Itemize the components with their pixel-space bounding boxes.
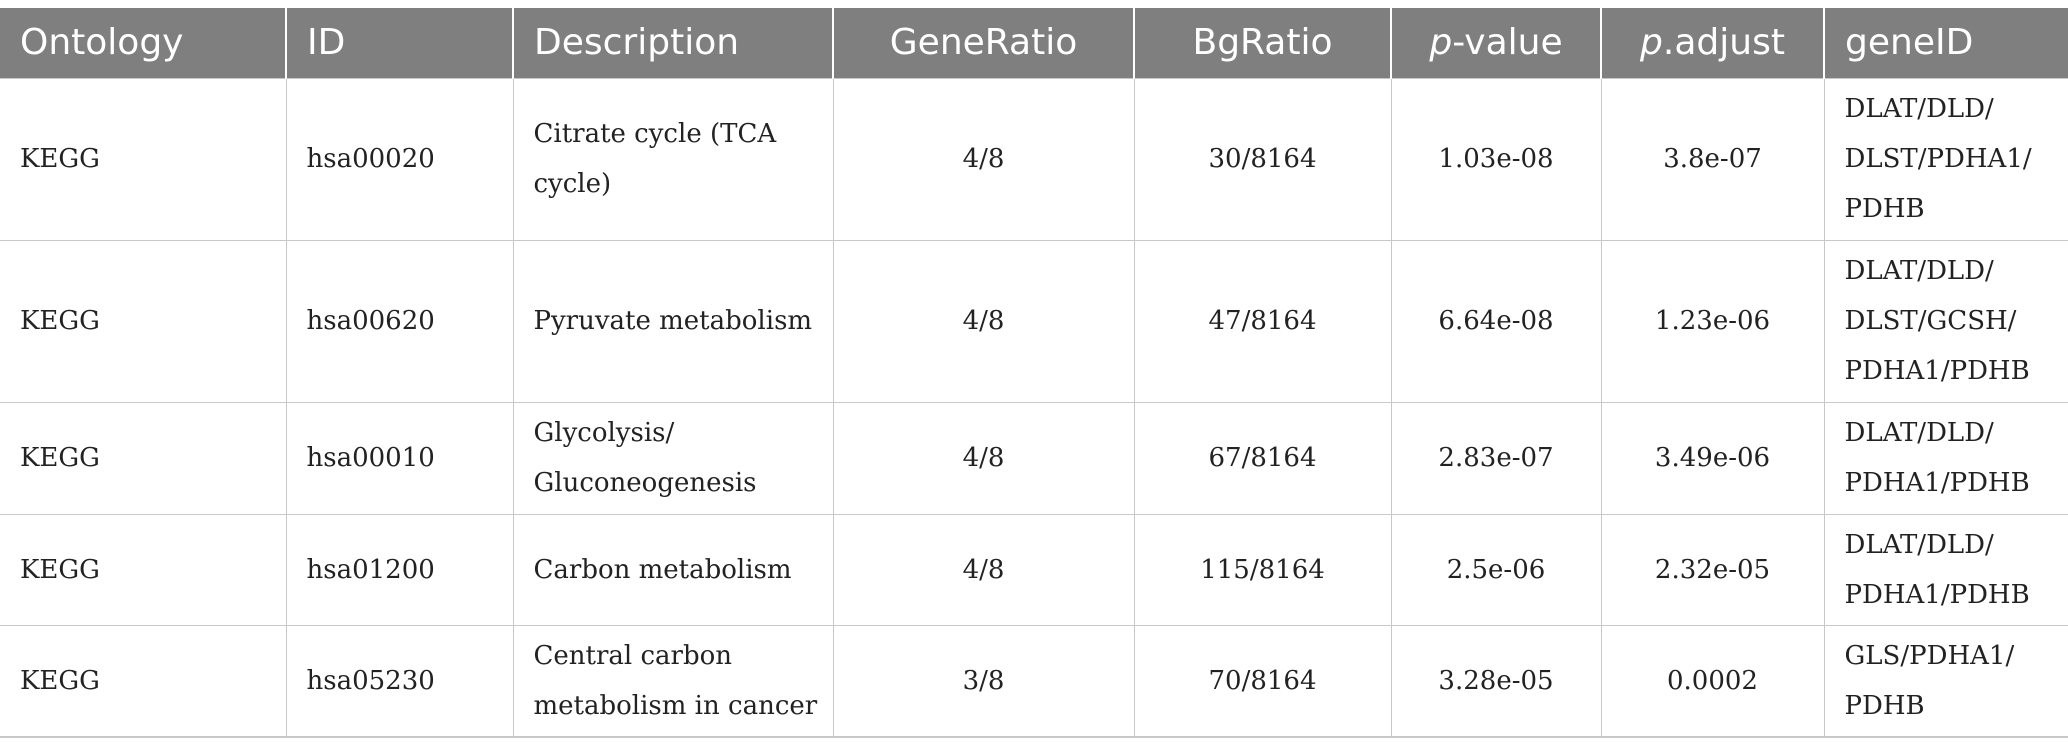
table-body: KEGG hsa00020 Citrate cycle (TCA cycle) … — [0, 77, 2068, 738]
header-p-value-italic: p — [1429, 22, 1453, 64]
cell-p-value: 1.03e-08 — [1390, 77, 1602, 241]
cell-id: hsa05230 — [285, 624, 514, 738]
cell-bg-ratio: 115/8164 — [1133, 513, 1392, 626]
gene-id-line: GLS/PDHA1/ — [1844, 640, 2015, 671]
cell-p-value: 3.28e-05 — [1390, 624, 1602, 738]
header-bg-ratio: BgRatio — [1134, 8, 1392, 78]
table-row: KEGG hsa00020 Citrate cycle (TCA cycle) … — [0, 77, 2068, 241]
header-gene-ratio: GeneRatio — [833, 8, 1135, 78]
cell-ontology: KEGG — [0, 239, 287, 403]
table-row: KEGG hsa00620 Pyruvate metabolism 4/8 47… — [0, 239, 2068, 403]
gene-id-line: PDHB — [1844, 690, 1925, 721]
header-p-adjust: p.adjust — [1601, 8, 1825, 78]
table-row: KEGG hsa00010 Glycolysis/ Gluconeogenesi… — [0, 401, 2068, 515]
cell-gene-id: DLAT/DLD/ DLST/PDHA1/ PDHB — [1823, 77, 2068, 241]
gene-id-line: DLAT/DLD/ — [1844, 256, 1994, 286]
header-p-value: p-value — [1391, 8, 1602, 78]
cell-gene-id: DLAT/DLD/ PDHA1/PDHB — [1823, 401, 2068, 515]
cell-ontology: KEGG — [0, 624, 287, 738]
cell-id: hsa00620 — [285, 239, 514, 403]
cell-bg-ratio: 67/8164 — [1133, 401, 1392, 515]
gene-id-line: DLAT/DLD/ — [1844, 418, 1994, 448]
cell-p-adjust: 0.0002 — [1600, 624, 1825, 738]
header-ontology: Ontology — [0, 8, 287, 78]
cell-gene-ratio: 4/8 — [832, 77, 1135, 241]
description-line: Citrate cycle (TCA — [533, 119, 777, 149]
cell-bg-ratio: 70/8164 — [1133, 624, 1392, 738]
header-gene-id: geneID — [1824, 8, 2068, 78]
cell-gene-ratio: 3/8 — [832, 624, 1135, 738]
cell-bg-ratio: 47/8164 — [1133, 239, 1392, 403]
cell-p-adjust: 3.8e-07 — [1600, 77, 1825, 241]
cell-description: Carbon metabolism — [512, 513, 834, 626]
gene-id-line: PDHA1/PDHB — [1844, 468, 2030, 498]
cell-p-adjust: 2.32e-05 — [1600, 513, 1825, 626]
description-line: Pyruvate metabolism — [533, 306, 813, 336]
header-p-adjust-rest: .adjust — [1662, 22, 1785, 64]
cell-bg-ratio: 30/8164 — [1133, 77, 1392, 241]
header-p-adjust-italic: p — [1640, 22, 1663, 64]
gene-id-line: PDHA1/PDHB — [1844, 356, 2030, 386]
gene-id-line: DLST/PDHA1/ — [1844, 144, 2032, 174]
cell-ontology: KEGG — [0, 401, 287, 515]
table-row: KEGG hsa01200 Carbon metabolism 4/8 115/… — [0, 513, 2068, 626]
description-line: Gluconeogenesis — [533, 468, 757, 498]
cell-gene-ratio: 4/8 — [832, 513, 1135, 626]
gene-id-line: DLST/GCSH/ — [1844, 306, 2017, 336]
cell-gene-ratio: 4/8 — [832, 239, 1135, 403]
cell-gene-id: DLAT/DLD/ PDHA1/PDHB — [1823, 513, 2068, 626]
gene-id-line: DLAT/DLD/ — [1844, 94, 1994, 124]
description-line: Glycolysis/ — [533, 418, 675, 448]
cell-p-adjust: 3.49e-06 — [1600, 401, 1825, 515]
description-line: metabolism in cancer — [533, 690, 818, 721]
cell-ontology: KEGG — [0, 77, 287, 241]
table-header: Ontology ID Description GeneRatio BgRati… — [0, 8, 2068, 78]
cell-gene-ratio: 4/8 — [832, 401, 1135, 515]
cell-description: Central carbon metabolism in cancer — [512, 624, 834, 738]
cell-description: Pyruvate metabolism — [512, 239, 834, 403]
cell-p-value: 2.83e-07 — [1390, 401, 1602, 515]
gene-id-line: PDHB — [1844, 194, 1925, 224]
cell-p-value: 2.5e-06 — [1390, 513, 1602, 626]
header-description: Description — [513, 8, 834, 78]
gene-id-line: PDHA1/PDHB — [1844, 579, 2030, 610]
cell-id: hsa00020 — [285, 77, 514, 241]
enrichment-table-container: Ontology ID Description GeneRatio BgRati… — [0, 8, 2068, 738]
cell-description: Glycolysis/ Gluconeogenesis — [512, 401, 834, 515]
table-row: KEGG hsa05230 Central carbon metabolism … — [0, 624, 2068, 738]
gene-id-line: DLAT/DLD/ — [1844, 529, 1994, 560]
description-line: Central carbon — [533, 640, 733, 671]
cell-gene-id: GLS/PDHA1/ PDHB — [1823, 624, 2068, 738]
header-p-value-rest: -value — [1452, 22, 1563, 64]
cell-description: Citrate cycle (TCA cycle) — [512, 77, 834, 241]
cell-ontology: KEGG — [0, 513, 287, 626]
cell-id: hsa00010 — [285, 401, 514, 515]
description-line: Carbon metabolism — [533, 554, 792, 585]
header-id: ID — [286, 8, 514, 78]
header-row: Ontology ID Description GeneRatio BgRati… — [0, 8, 2068, 78]
kegg-enrichment-table: Ontology ID Description GeneRatio BgRati… — [0, 8, 2068, 738]
cell-p-value: 6.64e-08 — [1390, 239, 1602, 403]
cell-id: hsa01200 — [285, 513, 514, 626]
description-line: cycle) — [533, 169, 612, 199]
cell-gene-id: DLAT/DLD/ DLST/GCSH/ PDHA1/PDHB — [1823, 239, 2068, 403]
cell-p-adjust: 1.23e-06 — [1600, 239, 1825, 403]
